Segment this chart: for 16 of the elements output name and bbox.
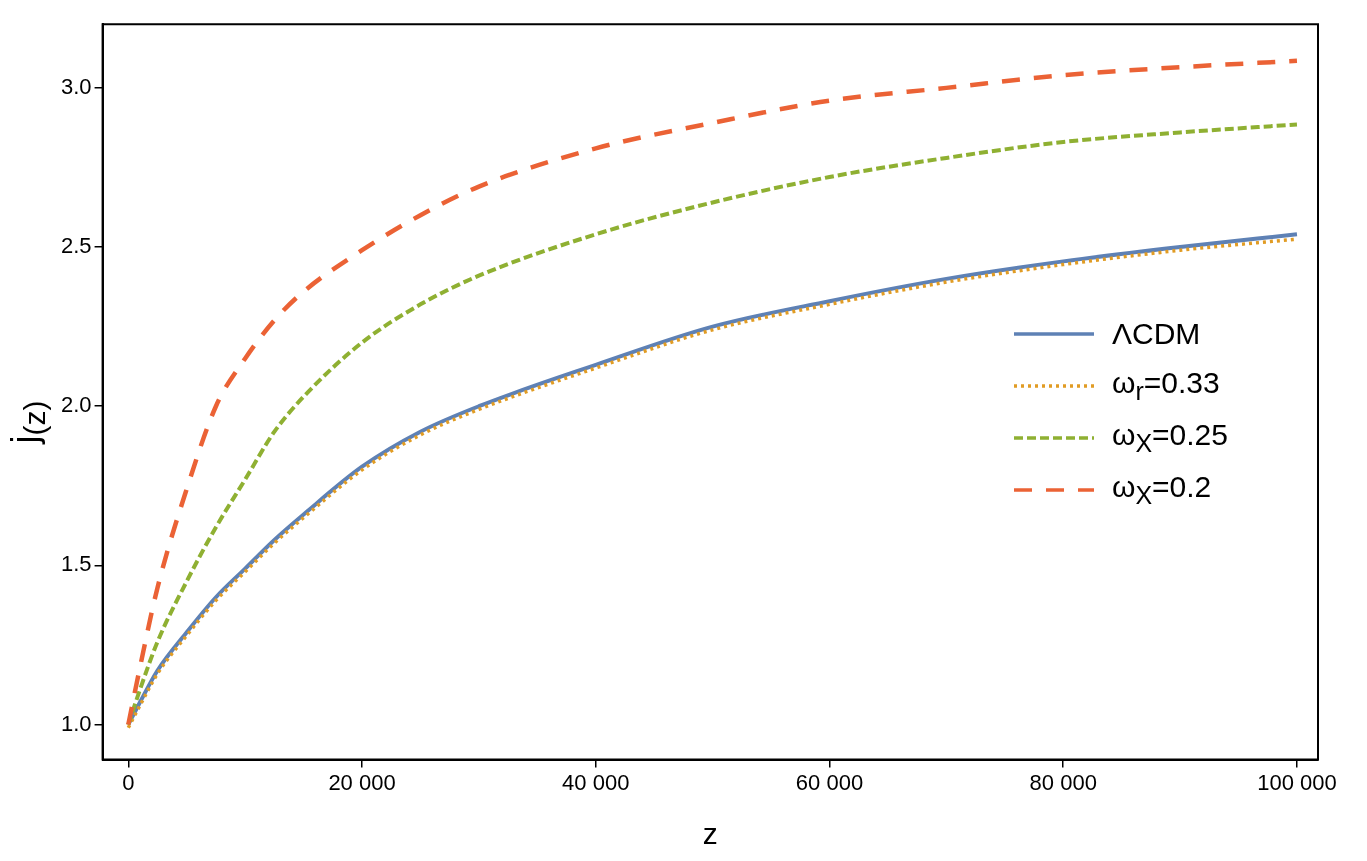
legend-label: ω$_{X}$=0.25: [1111, 418, 1228, 458]
y-tick-label: 2.0: [60, 392, 92, 418]
x-tick-label: 0: [122, 769, 135, 795]
x-tick-label: 80 000: [1029, 769, 1097, 795]
y-tick-label: 1.5: [60, 551, 92, 577]
x-tick-label: 100 000: [1257, 769, 1337, 795]
x-tick-label: 20 000: [328, 769, 396, 795]
y-tick-label: 1.0: [60, 710, 92, 736]
y-tick-label: 3.0: [60, 73, 92, 99]
x-tick-label: 40 000: [562, 769, 630, 795]
x-tick-label: 60 000: [795, 769, 864, 795]
legend-label: ω$_{r}$=0.33: [1111, 366, 1220, 406]
legend-label: ω$_{X}$=0.2: [1111, 470, 1212, 510]
y-tick-label: 2.5: [60, 233, 92, 259]
legend-label: ΛCDM: [1111, 317, 1201, 351]
x-axis-title: z: [702, 817, 718, 851]
